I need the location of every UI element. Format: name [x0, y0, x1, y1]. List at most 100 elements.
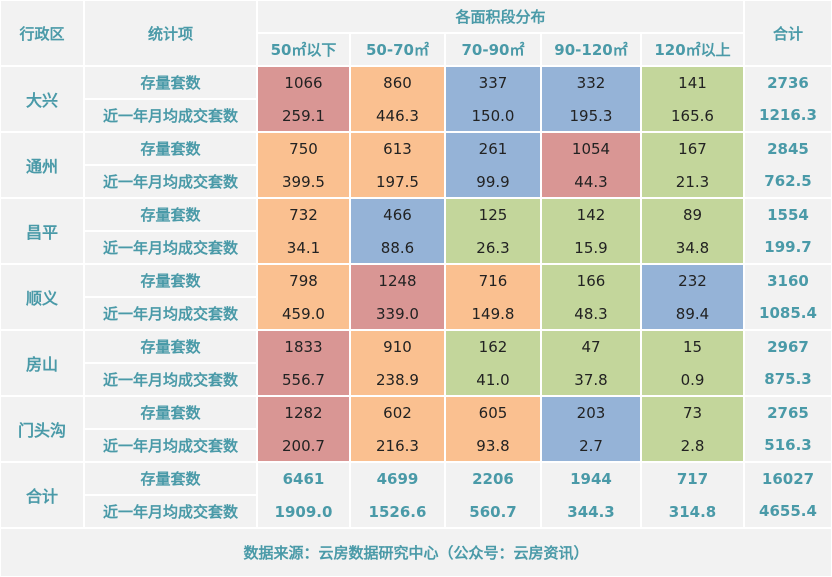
- monthly-value: 399.5: [282, 172, 325, 191]
- monthly-value: 556.7: [282, 370, 325, 389]
- monthly-total: 875.3: [744, 363, 832, 396]
- monthly-total: 1085.4: [744, 297, 832, 330]
- monthly-total: 516.3: [744, 429, 832, 462]
- stock-value: 1054: [571, 139, 611, 158]
- stock-value: 732: [289, 205, 318, 224]
- stock-total: 16027: [744, 462, 832, 495]
- heat-cell-bg: [445, 330, 541, 396]
- stock-value: 1248: [378, 271, 417, 290]
- heat-cell-bg: [445, 462, 541, 528]
- monthly-value: 446.3: [376, 106, 419, 125]
- stock-value: 798: [289, 271, 318, 290]
- monthly-value: 41.0: [476, 370, 510, 389]
- header-total: 合计: [744, 0, 832, 66]
- header-band-1: 50-70㎡: [350, 33, 445, 66]
- heat-cell-bg: [445, 132, 541, 198]
- stock-value: 2206: [472, 469, 514, 488]
- heat-cell-bg: [445, 264, 541, 330]
- stock-value: 232: [678, 271, 707, 290]
- heat-cell-bg: [445, 66, 541, 132]
- monthly-total: 762.5: [744, 165, 832, 198]
- heat-cell-bg: [257, 264, 350, 330]
- monthly-total: 4655.4: [744, 495, 832, 528]
- stock-total: 2967: [744, 330, 832, 363]
- monthly-value: 34.1: [286, 238, 321, 257]
- district-cell: 大兴: [0, 66, 84, 132]
- header-band-3: 90-120㎡: [541, 33, 641, 66]
- stock-value: 337: [478, 73, 508, 92]
- stock-total: 2736: [744, 66, 832, 99]
- heat-cell-bg: [257, 66, 350, 132]
- stock-value: 141: [678, 73, 707, 92]
- metric-monthly-label: 近一年月均成交套数: [84, 363, 257, 396]
- heat-cell-bg: [445, 198, 541, 264]
- monthly-value: 195.3: [569, 106, 613, 125]
- district-cell: 合计: [0, 462, 84, 528]
- stock-total: 3160: [744, 264, 832, 297]
- monthly-value: 48.3: [574, 304, 608, 323]
- monthly-value: 560.7: [469, 502, 517, 521]
- stock-value: 1066: [284, 73, 323, 92]
- header-district: 行政区: [0, 0, 84, 66]
- monthly-value: 2.7: [579, 436, 603, 455]
- monthly-value: 197.5: [376, 172, 419, 191]
- heat-cell-bg: [350, 66, 445, 132]
- stock-total: 2765: [744, 396, 832, 429]
- monthly-total: 199.7: [744, 231, 832, 264]
- metric-monthly-label: 近一年月均成交套数: [84, 165, 257, 198]
- metric-stock-label: 存量套数: [84, 66, 257, 99]
- heat-cell-bg: [445, 396, 541, 462]
- header-metric: 统计项: [84, 0, 257, 66]
- district-cell: 昌平: [0, 198, 84, 264]
- stock-total: 2845: [744, 132, 832, 165]
- heat-cell-bg: [541, 198, 641, 264]
- monthly-value: 26.3: [476, 238, 510, 257]
- stock-value: 1282: [284, 403, 323, 422]
- header-band-4: 120㎡以上: [641, 33, 744, 66]
- monthly-value: 344.3: [567, 502, 615, 521]
- metric-monthly-label: 近一年月均成交套数: [84, 231, 257, 264]
- monthly-value: 238.9: [376, 370, 419, 389]
- stock-value: 89: [682, 205, 703, 224]
- monthly-value: 0.9: [680, 370, 705, 389]
- stock-value: 203: [576, 403, 606, 422]
- metric-stock-label: 存量套数: [84, 132, 257, 165]
- monthly-value: 314.8: [668, 502, 717, 521]
- metric-stock-label: 存量套数: [84, 198, 257, 231]
- stock-value: 332: [576, 73, 606, 92]
- metric-stock-label: 存量套数: [84, 330, 257, 363]
- district-cell: 通州: [0, 132, 84, 198]
- monthly-value: 1909.0: [274, 502, 333, 521]
- district-cell: 房山: [0, 330, 84, 396]
- monthly-value: 200.7: [282, 436, 325, 455]
- heat-cell-bg: [641, 264, 744, 330]
- metric-monthly-label: 近一年月均成交套数: [84, 99, 257, 132]
- stock-value: 466: [383, 205, 412, 224]
- monthly-value: 89.4: [675, 304, 710, 323]
- metric-monthly-label: 近一年月均成交套数: [84, 297, 257, 330]
- stock-value: 1833: [284, 337, 323, 356]
- stock-value: 1944: [570, 469, 612, 488]
- heat-cell-bg: [641, 330, 744, 396]
- monthly-value: 1526.6: [368, 502, 427, 521]
- stock-value: 142: [576, 205, 606, 224]
- stock-value: 15: [682, 337, 703, 356]
- stock-value: 125: [478, 205, 508, 224]
- stock-value: 716: [478, 271, 508, 290]
- heat-cell-bg: [541, 396, 641, 462]
- header-band-2: 70-90㎡: [445, 33, 541, 66]
- stock-value: 602: [383, 403, 412, 422]
- heat-cell-bg: [350, 132, 445, 198]
- stock-value: 750: [289, 139, 318, 158]
- heat-cell-bg: [541, 264, 641, 330]
- heat-cell-bg: [257, 396, 350, 462]
- heat-cell-bg: [541, 330, 641, 396]
- monthly-value: 15.9: [574, 238, 608, 257]
- heat-cell-bg: [350, 462, 445, 528]
- heat-cell-bg: [641, 198, 744, 264]
- monthly-value: 339.0: [376, 304, 419, 323]
- metric-stock-label: 存量套数: [84, 396, 257, 429]
- heat-cell-bg: [350, 396, 445, 462]
- monthly-value: 259.1: [282, 106, 325, 125]
